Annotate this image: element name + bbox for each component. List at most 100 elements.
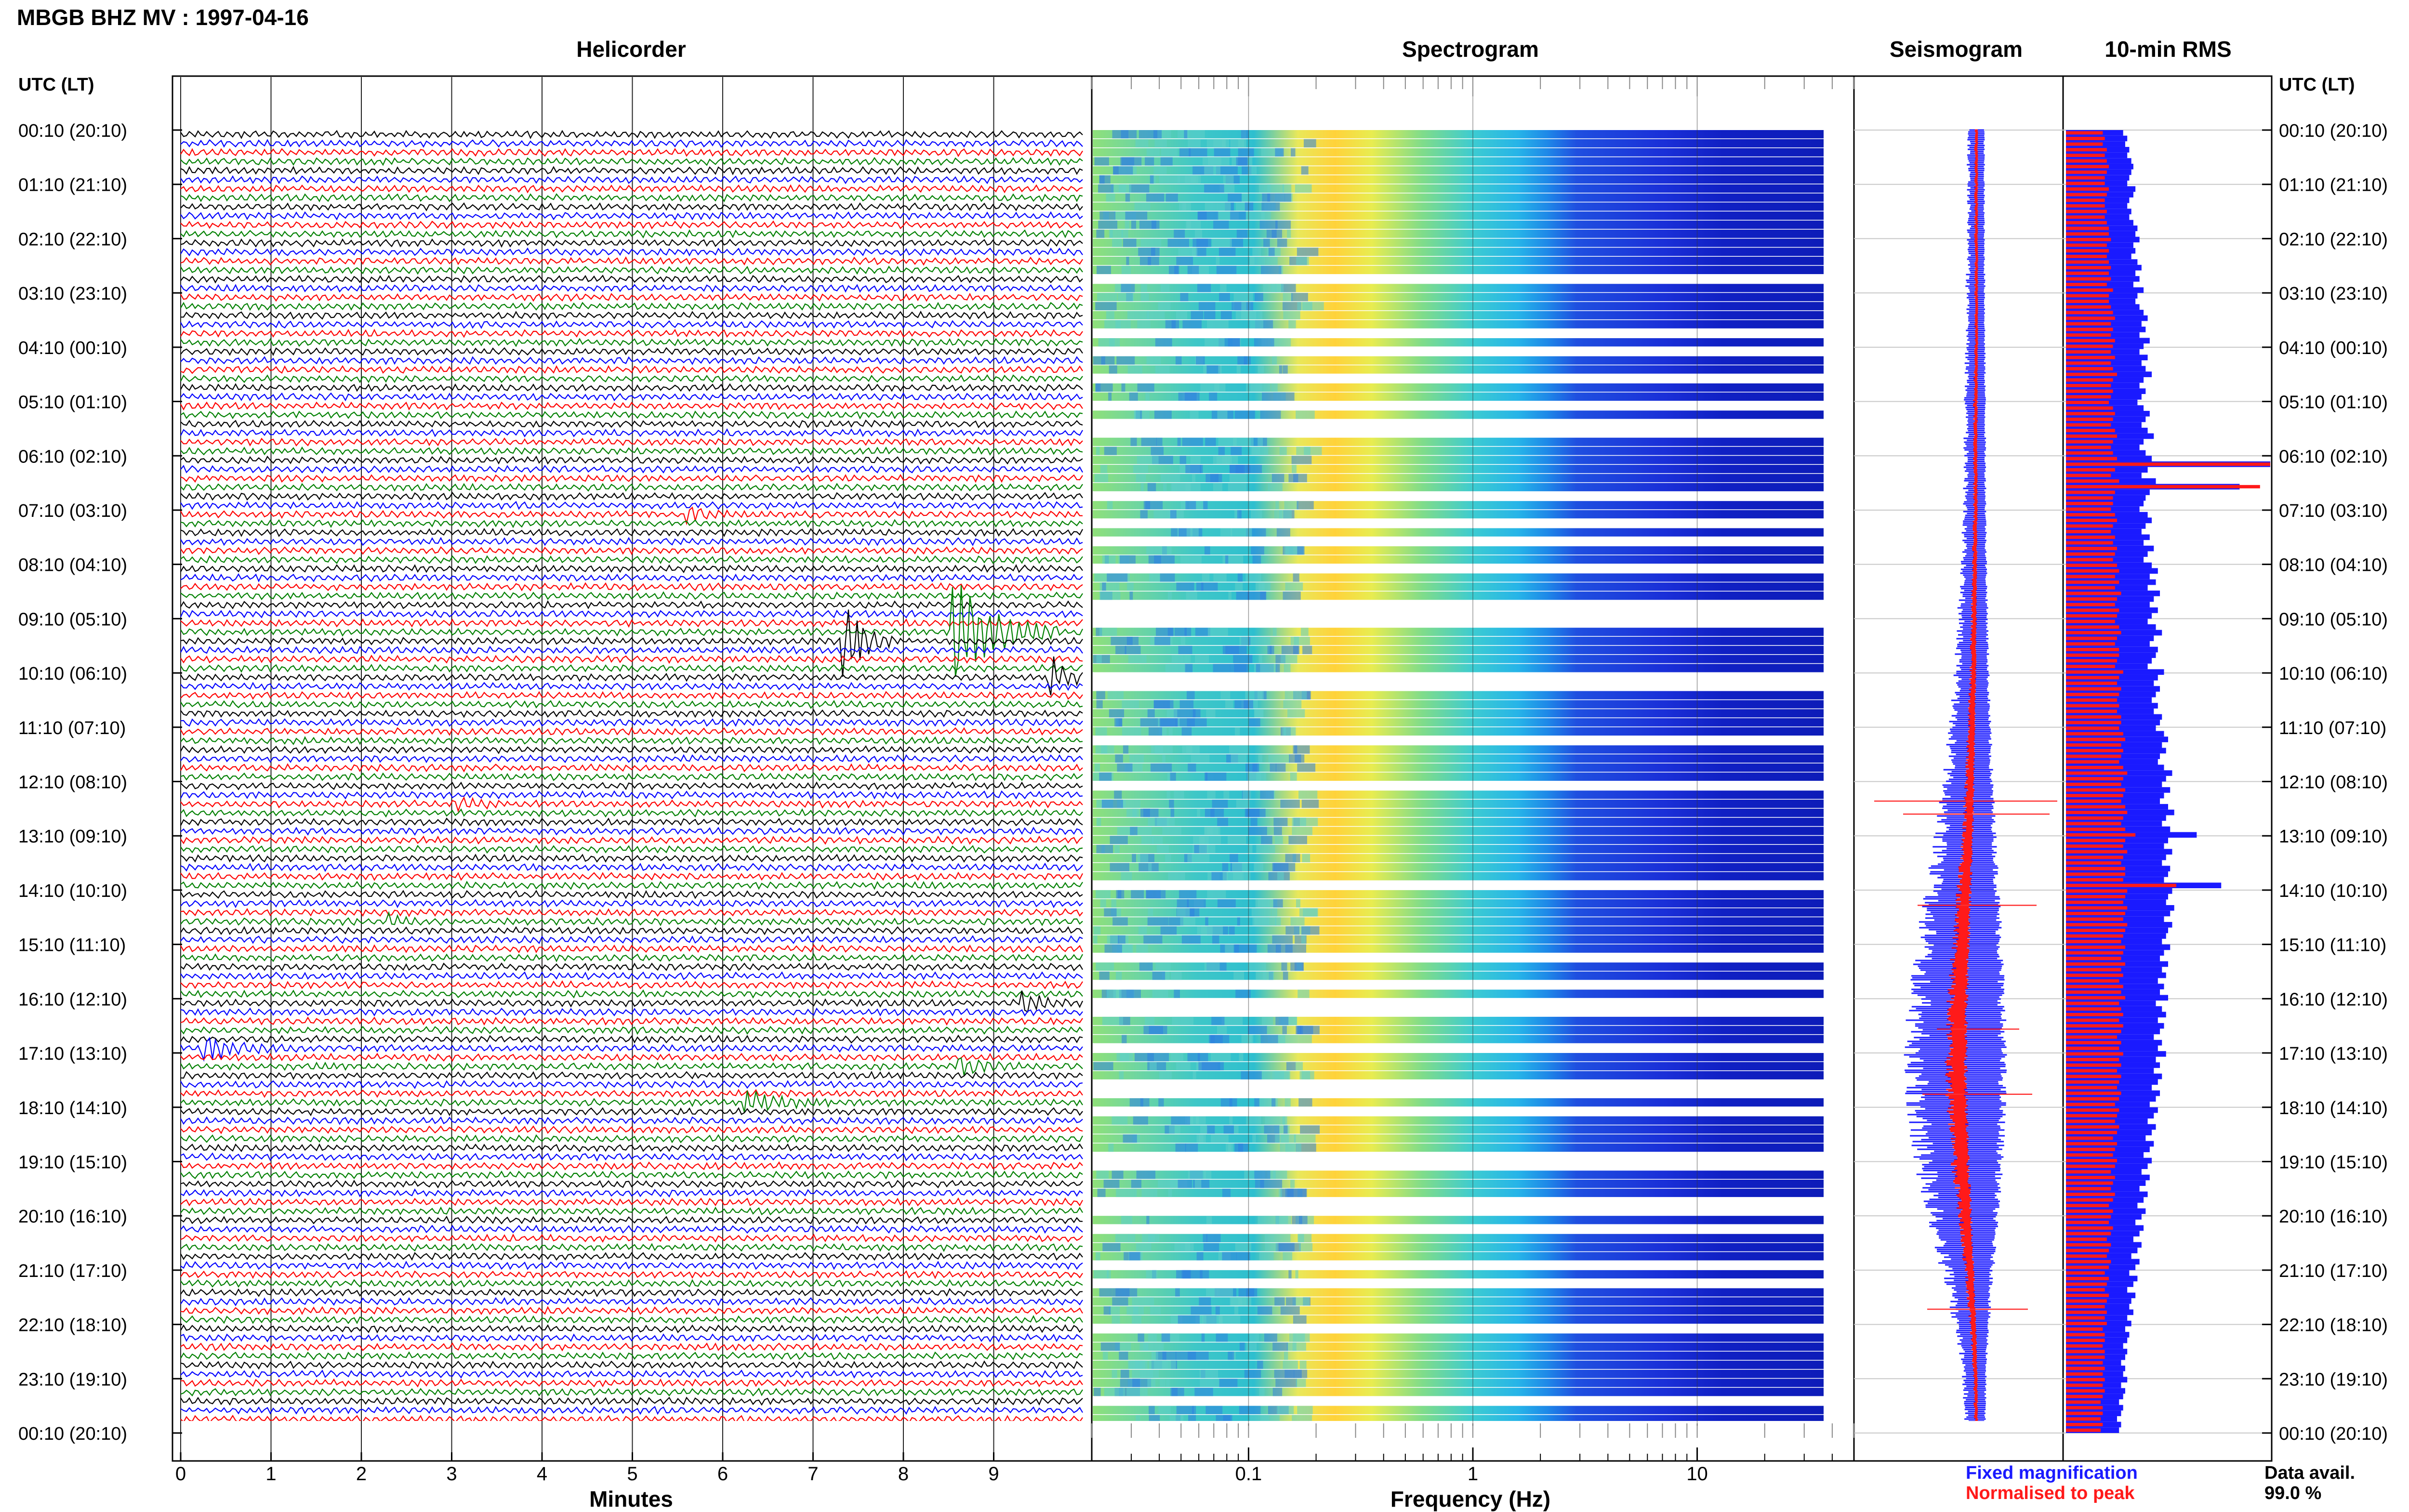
spectrogram-speckle (1218, 1315, 1241, 1324)
rms-bar-normalised (2066, 861, 2121, 865)
spectrogram-speckle (1188, 1415, 1196, 1421)
spectrogram-speckle (1295, 1270, 1298, 1279)
spectrogram-speckle (1218, 437, 1237, 446)
rms-bar-normalised (2066, 524, 2113, 528)
spectrogram-speckle (1291, 456, 1312, 464)
spectrogram-speckle (1205, 772, 1227, 781)
spectrogram-speckle (1236, 365, 1241, 374)
spectrogram-speckle (1182, 320, 1202, 329)
rms-bar-normalised (2066, 895, 2125, 899)
spectrogram-row (1093, 1098, 1824, 1107)
rms-bar-normalised (2066, 1153, 2113, 1157)
helicorder-trace (180, 980, 1083, 990)
seismogram-envelope (1874, 129, 2057, 1421)
spectrogram-speckle (1277, 1406, 1294, 1414)
helicorder-trace (180, 1034, 1083, 1044)
spectrogram-speckle (1248, 166, 1257, 175)
spectrogram-speckle (1205, 437, 1216, 446)
spectrogram-speckle (1288, 836, 1307, 844)
spectrogram-speckle (1158, 1406, 1171, 1414)
spectrogram-row (1093, 320, 1824, 329)
rms-bar-normalised (2066, 799, 2121, 803)
spectrogram-speckle (1116, 971, 1122, 980)
spectrogram-speckle (1185, 465, 1201, 473)
spectrogram-speckle (1255, 899, 1278, 907)
spectrogram-speckle (1235, 311, 1257, 319)
helicorder-trace (180, 1224, 1083, 1234)
spectrogram-speckle (1096, 817, 1101, 826)
spectrogram-speckle (1184, 655, 1191, 663)
time-label: 20:10 (16:10) (2279, 1207, 2388, 1227)
spectrogram-speckle (1177, 899, 1189, 907)
spectrogram-speckle (1140, 284, 1148, 292)
spectrogram-speckle (1222, 872, 1228, 881)
rms-bar-normalised (2066, 1383, 2103, 1387)
spectrogram-speckle (1115, 754, 1123, 763)
spectrogram-speckle (1199, 844, 1208, 854)
rms-bar-normalised (2066, 1063, 2121, 1067)
spectrogram-speckle (1249, 1333, 1259, 1342)
spectrogram-speckle (1158, 1098, 1164, 1107)
spectrogram-speckle (1297, 763, 1316, 772)
spectrogram-speckle (1176, 1351, 1196, 1360)
rms-bar-normalised (2066, 1282, 2107, 1286)
spectrogram-speckle (1121, 872, 1132, 881)
helicorder-trace (180, 827, 1083, 836)
rms-bar-normalised (2066, 473, 2111, 477)
spectrogram-speckle (1201, 1333, 1205, 1342)
spectrogram-speckle (1231, 447, 1242, 455)
spectrogram-speckle (1290, 772, 1297, 781)
spectrogram-row (1093, 1288, 1824, 1297)
spectrogram-speckle (1222, 1188, 1231, 1197)
spectrogram-row (1093, 691, 1824, 699)
spectrogram-speckle (1220, 284, 1227, 292)
spectrogram-speckle (1232, 863, 1243, 871)
spectrogram-row (1093, 872, 1824, 881)
rms-bar-normalised (2066, 625, 2119, 629)
spectrogram-speckle (1271, 383, 1278, 392)
rms-bar-normalised (2066, 608, 2119, 612)
helicorder-traces (180, 130, 1083, 1421)
rms-bar-normalised (2066, 1007, 2121, 1011)
spectrogram-speckle (1154, 745, 1163, 754)
spectrogram-speckle (1235, 1243, 1252, 1251)
spectrogram-speckle (1213, 483, 1223, 491)
spectrogram-speckle (1166, 709, 1178, 718)
spectrogram-speckle (1268, 754, 1290, 763)
spectrogram-speckle (1152, 1351, 1158, 1360)
spectrogram-speckle (1205, 917, 1208, 926)
spectrogram-speckle (1296, 410, 1315, 419)
rms-bar-normalised (2066, 1175, 2115, 1179)
helicorder-trace (180, 428, 1083, 438)
spectrogram-speckle (1205, 1406, 1223, 1414)
spectrogram-speckle (1284, 1125, 1288, 1134)
spectrogram-speckle (1281, 655, 1297, 663)
spectrogram-row (1093, 827, 1824, 835)
spectrogram-speckle (1218, 248, 1236, 256)
rms-bar-normalised (2066, 710, 2117, 713)
rms-bar-normalised (2066, 979, 2119, 983)
spectrogram-speckle (1260, 1180, 1283, 1188)
frequency-tick-label: 10 (1686, 1463, 1708, 1485)
spectrogram-speckle (1168, 872, 1185, 881)
time-labels-left: 00:10 (20:10) 01:10 (21:10) 02:10 (22:10) 0… (18, 121, 127, 1444)
rms-bar-normalised (2066, 1159, 2117, 1163)
rms-bar-normalised (2066, 1293, 2109, 1297)
rms-bar-normalised (2066, 187, 2109, 191)
spectrogram-speckle (1147, 917, 1169, 926)
spectrogram-speckle (1233, 872, 1244, 881)
rms-bar-normalised (2066, 305, 2111, 309)
rms-bar-normalised (2066, 170, 2107, 174)
rms-bar-normalised (2066, 232, 2109, 236)
spectrogram-speckle (1246, 1342, 1257, 1351)
spectrogram-speckle (1274, 1369, 1295, 1378)
rms-bar-normalised (2066, 968, 2121, 972)
spectrogram-speckle (1209, 392, 1218, 401)
spectrogram-speckle (1156, 844, 1169, 854)
spectrogram-speckle (1120, 1053, 1133, 1062)
spectrogram-speckle (1212, 800, 1228, 808)
spectrogram-speckle (1154, 139, 1167, 148)
spectrogram-speckle (1099, 772, 1112, 781)
spectrogram-speckle (1170, 772, 1176, 781)
time-label: 04:10 (00:10) (2279, 338, 2388, 358)
